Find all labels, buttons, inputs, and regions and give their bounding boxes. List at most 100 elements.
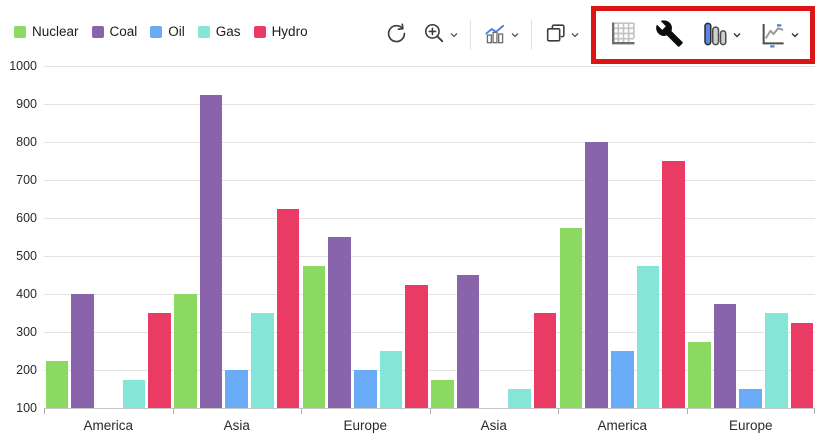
bar-oil-asia-1[interactable]	[225, 370, 249, 408]
y-tick-label: 300	[16, 325, 37, 339]
zoom-in-icon	[422, 21, 447, 49]
legend-item-coal[interactable]: Coal	[91, 24, 138, 39]
bar-hydro-america-0[interactable]	[148, 313, 171, 408]
chevron-down-icon	[510, 28, 520, 43]
combo-chart-icon	[482, 21, 508, 50]
y-tick-label: 200	[16, 363, 37, 377]
legend-swatch-icon	[14, 25, 26, 38]
bar-oil-europe-2[interactable]	[353, 370, 377, 408]
x-category-label: Europe	[728, 418, 773, 433]
toolbar-separator	[470, 20, 471, 50]
bar-oil-america-4[interactable]	[610, 351, 634, 408]
refresh-icon	[384, 21, 409, 49]
y-tick-label: 600	[16, 211, 37, 225]
legend-item-label: Gas	[215, 24, 241, 39]
gridline-300	[44, 332, 815, 333]
settings-button[interactable]	[653, 17, 686, 53]
x-axis-tick	[558, 408, 559, 414]
y-tick-label: 100	[16, 401, 37, 415]
copy-button[interactable]	[541, 19, 582, 51]
gridline-200	[44, 370, 815, 371]
bar-hydro-asia-3[interactable]	[533, 313, 557, 408]
y-tick-label: 400	[16, 287, 37, 301]
gridline-500	[44, 256, 815, 257]
legend-swatch-icon	[91, 25, 104, 38]
bar-oil-europe-5[interactable]	[739, 389, 763, 408]
bar-gas-america-0[interactable]	[122, 379, 146, 408]
bar-nuclear-asia-3[interactable]	[431, 379, 454, 408]
x-category-label: Asia	[223, 418, 250, 433]
x-axis: America Asia Europe Asia America Europe	[44, 416, 815, 438]
legend-item-label: Coal	[109, 24, 138, 39]
grid-icon	[608, 18, 639, 52]
bar-gas-america-4[interactable]	[636, 265, 660, 408]
bar-coal-america-0[interactable]	[71, 294, 94, 408]
bar-coal-europe-2[interactable]	[328, 237, 351, 408]
gridline-1000	[44, 66, 815, 67]
toggle-gridlines-button[interactable]	[606, 16, 641, 54]
bar-hydro-america-4[interactable]	[662, 161, 685, 408]
legend-swatch-icon	[197, 25, 210, 38]
legend-swatch-icon	[253, 25, 266, 38]
legend-swatch-icon	[150, 25, 163, 38]
x-axis-tick	[44, 408, 45, 414]
chevron-down-icon	[449, 28, 459, 43]
legend: Nuclear Coal Oil Gas Hydro	[14, 24, 308, 39]
y-tick-label: 1000	[9, 59, 37, 73]
bar-coal-america-4[interactable]	[585, 142, 608, 408]
bar-nuclear-europe-2[interactable]	[302, 265, 326, 408]
plot-area[interactable]	[44, 66, 815, 414]
legend-item-gas[interactable]: Gas	[197, 24, 241, 39]
x-category-label: Europe	[343, 418, 388, 433]
legend-item-oil[interactable]: Oil	[150, 24, 185, 39]
bar-hydro-asia-1[interactable]	[276, 208, 300, 408]
y-tick-label: 500	[16, 249, 37, 263]
bar-coal-asia-1[interactable]	[199, 94, 223, 408]
copy-icon	[543, 21, 568, 49]
y-tick-label: 900	[16, 97, 37, 111]
bar-gas-europe-2[interactable]	[379, 351, 403, 408]
x-axis-tick	[814, 408, 815, 414]
x-category-label: America	[597, 418, 647, 433]
gridline-800	[44, 142, 815, 143]
bar-gas-europe-5[interactable]	[765, 313, 788, 408]
bar-nuclear-america-0[interactable]	[45, 360, 69, 408]
chart-toolbar	[382, 6, 815, 64]
legend-item-label: Nuclear	[32, 24, 79, 39]
toolbar-separator	[531, 20, 532, 50]
y-tick-label: 800	[16, 135, 37, 149]
gridline-700	[44, 180, 815, 181]
gridline-900	[44, 104, 815, 105]
chart-overview-button[interactable]	[480, 19, 522, 52]
bar-nuclear-europe-5[interactable]	[688, 341, 711, 408]
x-axis-tick	[686, 408, 688, 414]
bar-nuclear-america-4[interactable]	[559, 227, 583, 408]
bar-coal-europe-5[interactable]	[713, 303, 737, 408]
refresh-button[interactable]	[382, 19, 411, 51]
bar-chart-icon	[700, 19, 730, 52]
legend-item-label: Oil	[168, 24, 185, 39]
x-axis-tick	[172, 408, 174, 414]
chevron-down-icon	[732, 28, 742, 43]
gridline-600	[44, 218, 815, 219]
legend-item-label: Hydro	[271, 24, 308, 39]
bar-coal-asia-3[interactable]	[456, 275, 480, 408]
red-annotation-box	[591, 6, 815, 64]
x-category-label: Asia	[480, 418, 507, 433]
bar-chart-type-button[interactable]	[698, 17, 744, 54]
bar-nuclear-asia-1[interactable]	[174, 294, 197, 408]
bar-gas-asia-3[interactable]	[508, 389, 531, 408]
legend-item-nuclear[interactable]: Nuclear	[14, 24, 79, 39]
line-chart-type-button[interactable]	[756, 17, 802, 54]
y-axis: 100 200 300 400 500 600 700 800 900 1000	[0, 59, 37, 415]
bar-hydro-europe-2[interactable]	[405, 284, 428, 408]
x-axis-tick	[301, 408, 302, 414]
zoom-in-button[interactable]	[420, 19, 461, 51]
legend-item-hydro[interactable]: Hydro	[253, 24, 308, 39]
bar-hydro-europe-5[interactable]	[790, 322, 814, 408]
chevron-down-icon	[790, 28, 800, 43]
bar-gas-asia-1[interactable]	[251, 313, 274, 408]
gridline-400	[44, 294, 815, 295]
y-tick-label: 700	[16, 173, 37, 187]
